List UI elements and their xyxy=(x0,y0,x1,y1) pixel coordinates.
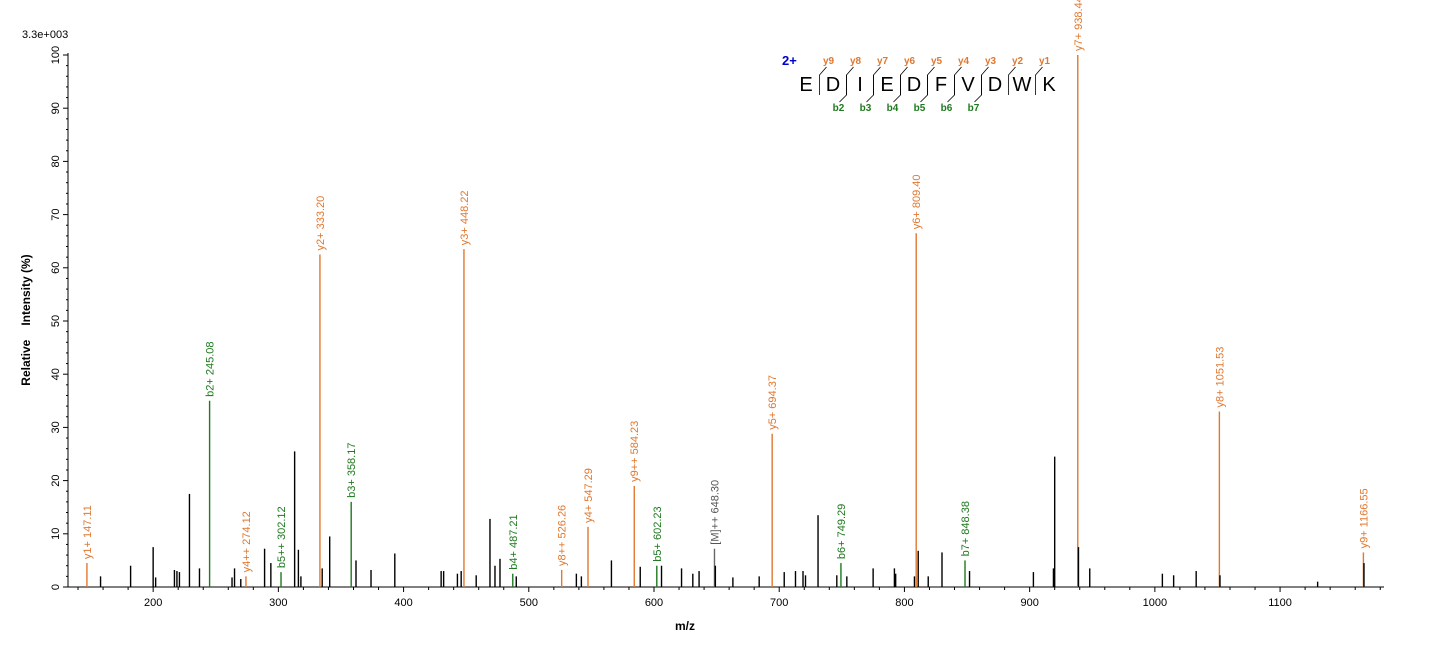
y-axis-title-part: Intensity (%) xyxy=(19,254,33,325)
b-ion-label: b7 xyxy=(968,103,980,114)
peak-label: y1+ 147.11 xyxy=(82,505,94,559)
axes: 0 10 20 30 40 50 60 70 80 90 100 200 300 400 500 600 700… xyxy=(50,46,1384,609)
y-tick-label: 10 xyxy=(50,528,62,540)
sequence-residue: F xyxy=(935,74,947,96)
peak-label: b4+ 487.21 xyxy=(508,514,520,569)
x-tick-label: 1000 xyxy=(1143,597,1167,609)
x-tick-label: 600 xyxy=(645,597,663,609)
x-tick-label: 400 xyxy=(394,597,412,609)
peak-label: y9++ 584.23 xyxy=(629,421,641,482)
sequence-residue: E xyxy=(799,74,812,96)
peak-label: [M]++ 648.30 xyxy=(709,480,721,545)
y-tick-label: 100 xyxy=(50,46,62,64)
peak-label: b3+ 358.17 xyxy=(346,443,358,498)
peak-label: b7+ 848.38 xyxy=(960,501,972,556)
b-ion-label: b3 xyxy=(860,103,872,114)
sequence-residue: I xyxy=(857,74,863,96)
b-ion-label: b2 xyxy=(833,103,845,114)
peak-label: y7+ 938.44 xyxy=(1073,0,1085,51)
sequence-residue: W xyxy=(1013,74,1032,96)
peaks xyxy=(86,55,1365,587)
x-tick-label: 300 xyxy=(269,597,287,609)
y-ion-label: y1 xyxy=(1039,56,1051,67)
y-tick-label: 50 xyxy=(50,315,62,327)
peak-label: b6+ 749.29 xyxy=(836,504,848,559)
peak-label: y2+ 333.20 xyxy=(315,196,327,251)
x-tick-label: 900 xyxy=(1020,597,1038,609)
y-axis-title-part: Relative xyxy=(19,339,33,385)
peak-label: y9+ 1166.55 xyxy=(1358,488,1370,548)
y-tick-label: 80 xyxy=(50,155,62,167)
b-ion-label: b6 xyxy=(941,103,953,114)
b-ion-bracket xyxy=(947,75,955,103)
y-tick-label: 30 xyxy=(50,421,62,433)
peak-label: y4+ 547.29 xyxy=(583,468,595,523)
peak-label: b5+ 602.23 xyxy=(652,506,664,561)
x-axis-title: m/z xyxy=(675,619,695,633)
y-tick-label: 70 xyxy=(50,208,62,220)
b-ion-bracket xyxy=(893,75,901,103)
b-ion-label: b5 xyxy=(914,103,926,114)
peak-label: y3+ 448.22 xyxy=(459,190,471,245)
charge-state-label: 2+ xyxy=(782,53,797,68)
peak-label: b2+ 245.08 xyxy=(205,341,217,396)
y-axis-title: Relative Intensity (%) xyxy=(19,254,33,385)
y-ion-label: y4 xyxy=(958,56,970,67)
peak-label: b5++ 302.12 xyxy=(276,506,288,568)
b-ion-label: b4 xyxy=(887,103,899,114)
y-ion-bracket xyxy=(1008,66,1016,95)
y-axis-title-text: Relative Intensity (%) xyxy=(19,254,33,385)
y-tick-label: 90 xyxy=(50,102,62,114)
sequence-residue: E xyxy=(880,74,893,96)
y-tick-label: 0 xyxy=(50,584,62,590)
peak-label: y8+ 1051.53 xyxy=(1214,347,1226,408)
sequence-residue: D xyxy=(826,74,840,96)
x-tick-label: 500 xyxy=(520,597,538,609)
y-ion-label: y7 xyxy=(877,56,889,67)
y-ion-label: y8 xyxy=(850,56,862,67)
b-ion-bracket xyxy=(920,75,928,103)
x-tick-label: 800 xyxy=(895,597,913,609)
peak-label: y4++ 274.12 xyxy=(241,511,253,572)
y-ion-bracket xyxy=(819,66,827,95)
sequence-residue: D xyxy=(988,74,1002,96)
y-ion-bracket xyxy=(1035,66,1043,95)
y-tick-label: 20 xyxy=(50,474,62,486)
intensity-scale-label: 3.3e+003 xyxy=(22,29,68,41)
b-ion-bracket xyxy=(866,75,874,103)
peak-labels: y1+ 147.11 b2+ 245.08 y4++ 274.12 b5++ 302.… xyxy=(82,0,1370,572)
x-tick-label: 700 xyxy=(770,597,788,609)
y-ion-label: y2 xyxy=(1012,56,1024,67)
y-ion-label: y9 xyxy=(823,56,835,67)
sequence-residue: K xyxy=(1042,74,1056,96)
b-ion-bracket xyxy=(974,75,982,103)
sequence-residue: D xyxy=(907,74,921,96)
y-ion-label: y3 xyxy=(985,56,997,67)
y-tick-label: 60 xyxy=(50,262,62,274)
b-ion-bracket xyxy=(839,75,847,103)
x-tick-label: 200 xyxy=(144,597,162,609)
peak-label: y8++ 526.26 xyxy=(557,505,569,566)
y-tick-label: 40 xyxy=(50,368,62,380)
y-ion-label: y6 xyxy=(904,56,916,67)
peak-label: y5+ 694.37 xyxy=(767,375,779,430)
sequence-residue: V xyxy=(961,74,975,96)
y-ion-label: y5 xyxy=(931,56,943,67)
x-tick-label: 1100 xyxy=(1268,597,1292,609)
peak-label: y6+ 809.40 xyxy=(911,174,923,229)
